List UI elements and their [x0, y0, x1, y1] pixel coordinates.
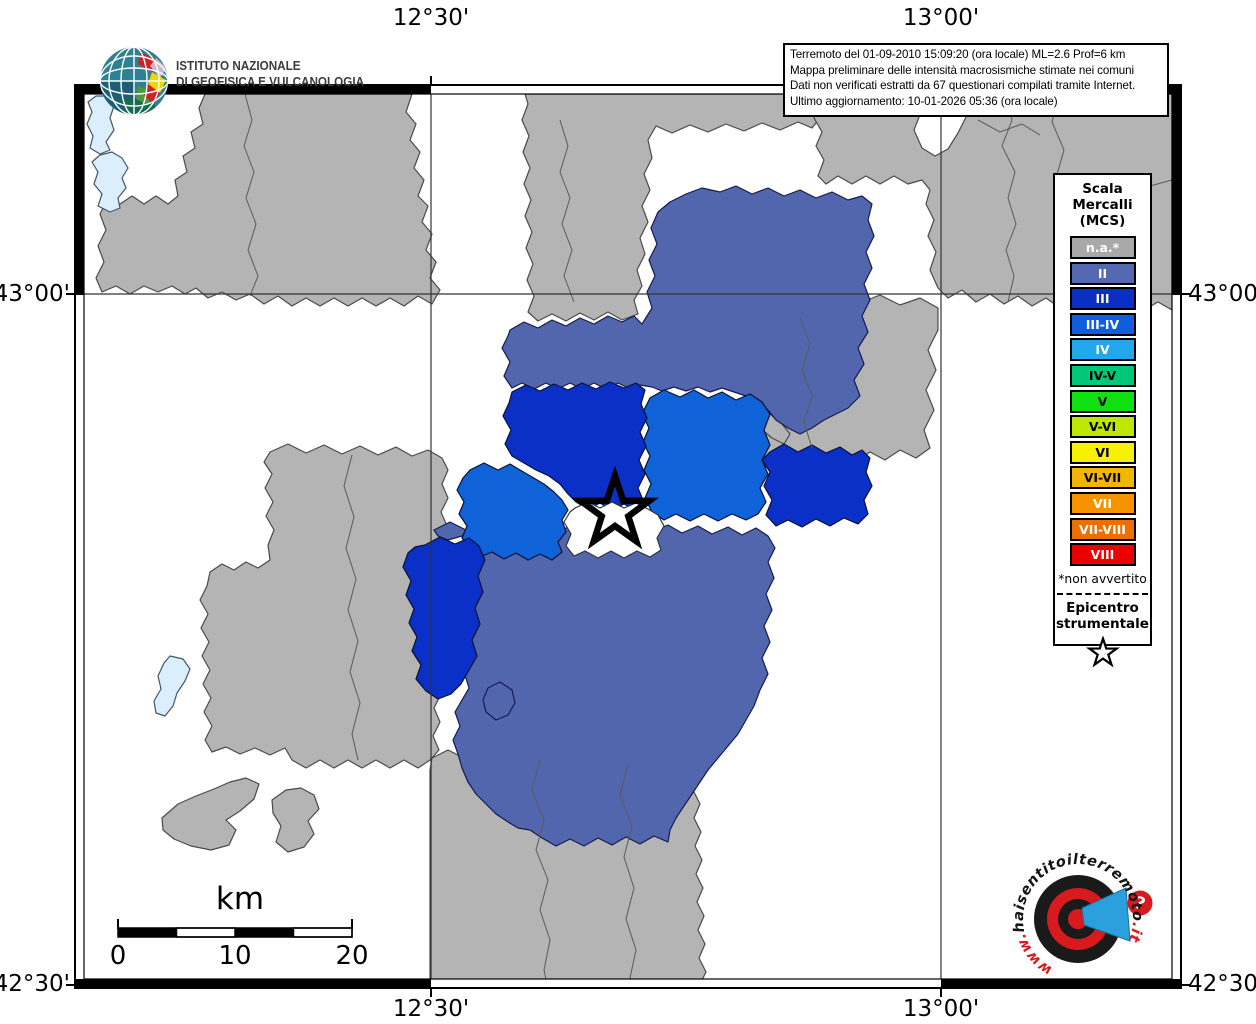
scalebar-tick-10: 10 — [218, 941, 252, 971]
megaphone-icon — [1081, 887, 1131, 942]
legend-item-VII-VIII: VII-VIII — [1069, 517, 1136, 541]
scalebar-tick-20: 20 — [335, 941, 369, 971]
region-lake-nw-1 — [86, 95, 115, 155]
title-box: Terremoto del 01-09-2010 15:09:20 (ora l… — [783, 43, 1169, 117]
region-III-IV-east — [641, 389, 771, 522]
scalebar-tick-0: 0 — [109, 941, 127, 971]
region-III-IV-west — [456, 462, 569, 561]
region-III-strip-west — [402, 536, 486, 700]
border-line — [343, 454, 361, 761]
legend: Scala Mercalli (MCS) n.a.* II III III-IV IV I… — [1053, 173, 1152, 666]
axis-label-right-lower: 42°30' — [1188, 971, 1256, 997]
border-line — [799, 317, 813, 449]
legend-star-icon — [1055, 636, 1150, 674]
scalebar-unit: km — [215, 881, 265, 917]
legend-item-V: V — [1069, 389, 1136, 413]
region-II-pendant — [482, 681, 516, 721]
legend-item-IV-V: IV-V — [1069, 363, 1136, 387]
ingv-name-line-1: ISTITUTO NAZIONALE — [176, 58, 301, 73]
legend-item-VII: VII — [1069, 491, 1136, 515]
axis-label-left-lower: 42°30' — [0, 971, 70, 997]
legend-footnote: *non avvertito — [1058, 572, 1147, 587]
legend-title-line-1: Scala — [1082, 181, 1123, 197]
region-III-east — [761, 443, 873, 528]
legend-epicenter-line-1: Epicentro — [1066, 600, 1139, 617]
border-line — [977, 119, 1041, 136]
legend-item-VIII: VIII — [1069, 543, 1136, 567]
title-line-1: Terremoto del 01-09-2010 15:09:20 (ora l… — [790, 48, 1126, 61]
region-na-west-center — [199, 443, 449, 769]
map-frame — [66, 76, 1190, 997]
region-na-northwest — [95, 94, 441, 307]
question-badge — [1127, 890, 1153, 916]
legend-item-III-IV: III-IV — [1069, 312, 1136, 336]
legend-epicenter-line-2: strumentale — [1056, 616, 1149, 633]
ingv-logo-text: ISTITUTO NAZIONALE DI GEOFISICA E VULCAN… — [176, 58, 364, 90]
legend-title-line-3: (MCS) — [1079, 213, 1126, 229]
legend-title-line-2: Mercalli — [1072, 197, 1133, 213]
region-lake-nw-2 — [91, 151, 129, 213]
region-na-island-west — [161, 777, 260, 851]
legend-item-III: III — [1069, 287, 1136, 311]
scale-bar — [117, 919, 353, 938]
haisentito-logo: ? www.haisentitoilterremoto .it — [1011, 852, 1153, 978]
legend-items: n.a.* II III III-IV IV IV-V V V-VI VI VI-VII VII VI… — [1055, 236, 1150, 567]
region-lake-west — [153, 655, 191, 717]
title-line-4: Ultimo aggiornamento: 10-01-2026 05:36 (… — [790, 94, 1058, 108]
region-na-north-center — [521, 94, 821, 322]
border-line — [531, 759, 551, 979]
border-line — [559, 119, 575, 303]
axis-label-top-right: 13°00' — [902, 5, 980, 31]
border-line — [619, 763, 637, 979]
legend-item-V-VI: V-VI — [1069, 415, 1136, 439]
title-line-2: Mappa preliminare delle intensità macros… — [790, 63, 1134, 77]
region-II-south — [433, 521, 776, 847]
border-line — [243, 94, 259, 297]
legend-item-VI-VII: VI-VII — [1069, 466, 1136, 490]
title-line-3: Dati non verificati estratti da 67 quest… — [790, 79, 1136, 93]
ingv-logo-globe — [100, 47, 168, 115]
legend-item-IV: IV — [1069, 338, 1136, 362]
region-na-island-east — [271, 787, 320, 853]
ingv-name-line-2: DI GEOFISICA E VULCANOLOGIA — [176, 74, 365, 89]
axis-label-left-upper: 43°00' — [0, 281, 70, 307]
legend-item-II: II — [1069, 261, 1136, 285]
legend-item-n.a.*: n.a.* — [1069, 236, 1136, 259]
graticule — [84, 94, 1172, 979]
axis-label-top-left: 12°30' — [392, 5, 470, 31]
axis-label-bottom-left: 12°30' — [392, 996, 470, 1022]
legend-item-VI: VI — [1069, 440, 1136, 464]
legend-divider — [1057, 593, 1148, 596]
axis-label-bottom-right: 13°00' — [902, 996, 980, 1022]
axis-label-right-upper: 43°00' — [1188, 281, 1256, 307]
map-regions — [86, 94, 1172, 979]
municipality-borders — [243, 94, 1172, 979]
